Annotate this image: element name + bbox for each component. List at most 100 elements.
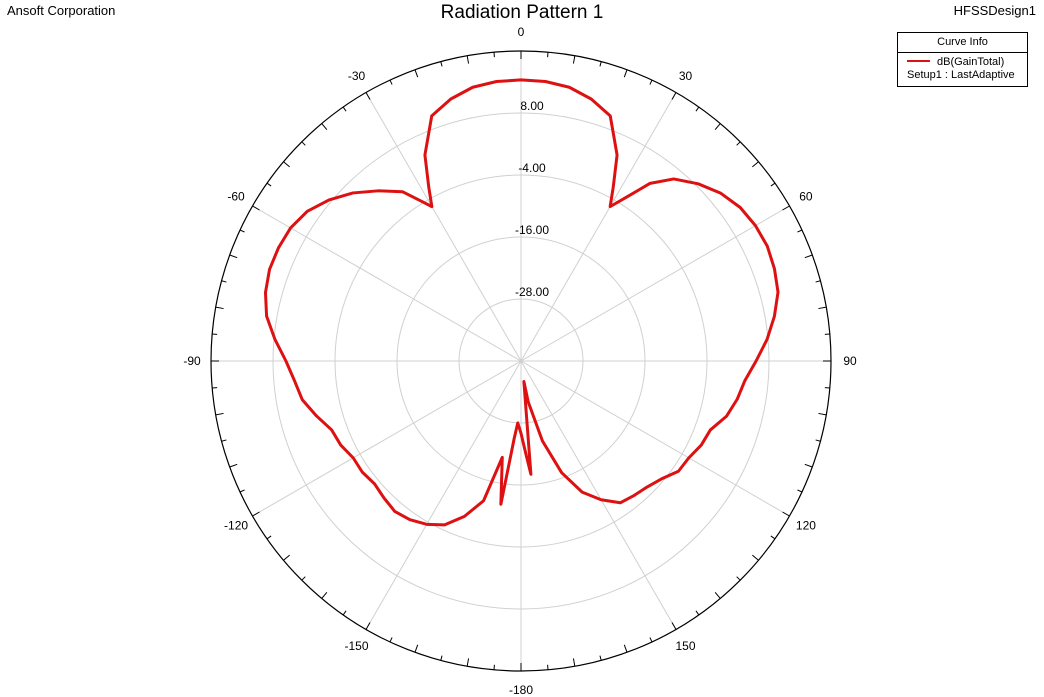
angle-tick-mark <box>736 141 741 146</box>
angle-tick-mark <box>649 79 653 85</box>
angle-tick-mark <box>623 644 628 653</box>
angle-tick-mark <box>283 161 290 168</box>
angle-tick-mark <box>815 439 821 442</box>
angle-tick-label: 30 <box>679 69 693 83</box>
legend-series-name: dB(GainTotal) <box>937 56 1005 68</box>
series-curve-gaintotal <box>263 78 780 527</box>
angle-tick-label: -180 <box>509 683 533 697</box>
grid-spoke <box>520 360 790 517</box>
angle-tick-mark <box>252 205 260 211</box>
angle-tick-mark <box>221 280 227 283</box>
angle-tick-label: 0 <box>518 25 525 39</box>
angle-tick-mark <box>714 592 721 599</box>
angle-tick-mark <box>797 229 803 233</box>
angle-tick-mark <box>466 658 470 667</box>
grid-ring <box>396 236 646 486</box>
angle-tick-mark <box>215 306 224 310</box>
angle-tick-label: 60 <box>799 190 813 204</box>
grid-ring <box>458 298 584 424</box>
angle-ticks <box>211 51 831 671</box>
angle-tick-mark <box>782 511 790 517</box>
angle-tick-label: 150 <box>675 639 695 653</box>
angle-tick-mark <box>239 489 245 493</box>
angle-tick-mark <box>266 535 272 540</box>
angle-tick-mark <box>671 92 677 100</box>
angle-tick-label: -30 <box>348 69 366 83</box>
angle-tick-mark <box>342 610 347 616</box>
angle-tick-mark <box>572 658 576 667</box>
angle-tick-mark <box>229 463 238 468</box>
angle-tick-mark <box>599 655 602 661</box>
legend-setup: Setup1 : LastAdaptive <box>907 69 1015 81</box>
grid-spoke <box>520 360 677 630</box>
grid-spoke <box>520 205 790 362</box>
legend-entry: dB(GainTotal) <box>898 53 1027 69</box>
curve-info-legend: Curve Info dB(GainTotal) Setup1 : LastAd… <box>897 32 1028 87</box>
angle-tick-mark <box>623 69 628 78</box>
angle-tick-mark <box>466 55 470 64</box>
angle-tick-mark <box>770 182 776 187</box>
angle-tick-mark <box>321 123 328 130</box>
angle-tick-mark <box>215 412 224 416</box>
angle-tick-mark <box>414 69 419 78</box>
angle-tick-mark <box>714 123 721 130</box>
angle-tick-mark <box>599 61 602 67</box>
design-name-label: HFSSDesign1 <box>953 3 1036 18</box>
angle-tick-label: -90 <box>183 354 201 368</box>
angle-tick-mark <box>818 412 827 416</box>
grid-ring <box>334 174 708 548</box>
angle-tick-mark <box>239 229 245 233</box>
angle-tick-mark <box>389 637 393 643</box>
series-curve-group <box>263 78 780 527</box>
angle-tick-mark <box>229 254 238 259</box>
angle-tick-mark <box>736 576 741 581</box>
angle-tick-mark <box>797 489 803 493</box>
grid-spoke <box>365 92 522 362</box>
angle-tick-mark <box>815 280 821 283</box>
angle-tick-mark <box>365 92 371 100</box>
angle-tick-label: -60 <box>227 190 245 204</box>
company-label: Ansoft Corporation <box>7 3 116 18</box>
angle-tick-label: -120 <box>224 519 248 533</box>
angle-tick-mark <box>695 106 700 112</box>
angle-tick-mark <box>649 637 653 643</box>
angle-tick-mark <box>440 61 443 67</box>
angle-tick-mark <box>266 182 272 187</box>
legend-title: Curve Info <box>898 33 1027 53</box>
radial-tick-label: -28.00 <box>515 285 549 299</box>
angle-tick-mark <box>440 655 443 661</box>
angle-tick-mark <box>301 576 306 581</box>
angle-tick-mark <box>782 205 790 211</box>
legend-swatch <box>907 60 930 62</box>
grid-spoke <box>252 360 522 517</box>
angle-tick-mark <box>671 622 677 630</box>
angle-tick-mark <box>342 106 347 112</box>
angle-tick-mark <box>695 610 700 616</box>
radial-tick-label: -4.00 <box>518 161 546 175</box>
chart-title: Radiation Pattern 1 <box>440 2 604 23</box>
angle-tick-mark <box>365 622 371 630</box>
angle-tick-mark <box>770 535 776 540</box>
angle-labels: 0 30 60 90 120 150 -180 -150 -120 -90 -60 -30 <box>183 25 857 697</box>
angle-tick-mark <box>414 644 419 653</box>
angle-tick-label: -150 <box>344 639 368 653</box>
grid-spoke <box>252 205 522 362</box>
angle-tick-mark <box>752 161 759 168</box>
radial-tick-label: 8.00 <box>520 99 544 113</box>
angle-tick-mark <box>572 55 576 64</box>
angle-tick-mark <box>252 511 260 517</box>
grid-spoke <box>520 92 677 362</box>
angle-tick-mark <box>283 554 290 561</box>
radial-tick-label: -16.00 <box>515 223 549 237</box>
angle-tick-mark <box>752 554 759 561</box>
angle-tick-label: 120 <box>796 519 816 533</box>
angle-tick-mark <box>804 254 813 259</box>
angle-tick-mark <box>221 439 227 442</box>
angle-tick-mark <box>804 463 813 468</box>
radial-labels: 8.00 -4.00 -16.00 -28.00 <box>515 99 549 299</box>
grid-spoke <box>365 360 522 630</box>
angle-tick-label: 90 <box>843 354 857 368</box>
angle-tick-mark <box>321 592 328 599</box>
angle-tick-mark <box>389 79 393 85</box>
